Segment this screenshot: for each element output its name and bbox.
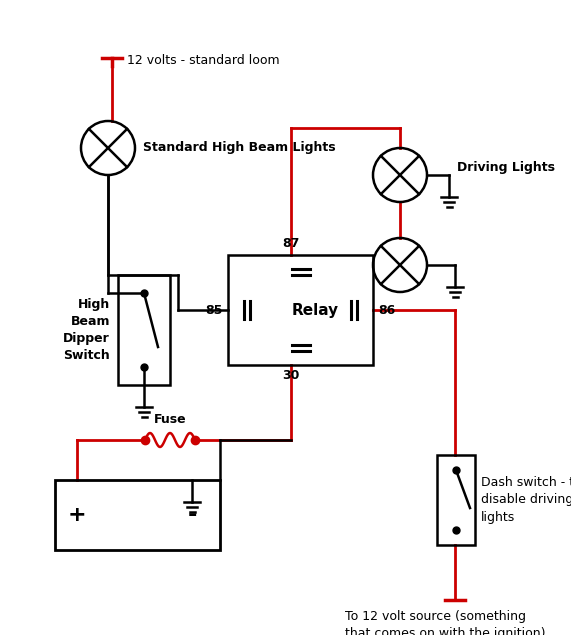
Bar — [437, 455, 475, 545]
Text: -: - — [187, 505, 196, 525]
Text: 30: 30 — [282, 369, 299, 382]
Text: 12 volts - standard loom: 12 volts - standard loom — [127, 55, 280, 67]
Bar — [118, 275, 170, 385]
Text: Fuse: Fuse — [154, 413, 186, 426]
Text: Driving Lights: Driving Lights — [457, 161, 555, 173]
Bar — [55, 480, 220, 550]
Text: +: + — [68, 505, 86, 525]
Text: 85: 85 — [206, 304, 223, 316]
Bar — [228, 255, 373, 365]
Text: 87: 87 — [282, 237, 299, 250]
Text: Relay: Relay — [292, 302, 339, 318]
Text: 86: 86 — [378, 304, 395, 316]
Text: Standard High Beam Lights: Standard High Beam Lights — [143, 142, 336, 154]
Text: Dash switch - to
disable driving
lights: Dash switch - to disable driving lights — [481, 476, 571, 523]
Text: To 12 volt source (something
that comes on with the ignition): To 12 volt source (something that comes … — [345, 610, 545, 635]
Text: High
Beam
Dipper
Switch: High Beam Dipper Switch — [63, 298, 110, 362]
